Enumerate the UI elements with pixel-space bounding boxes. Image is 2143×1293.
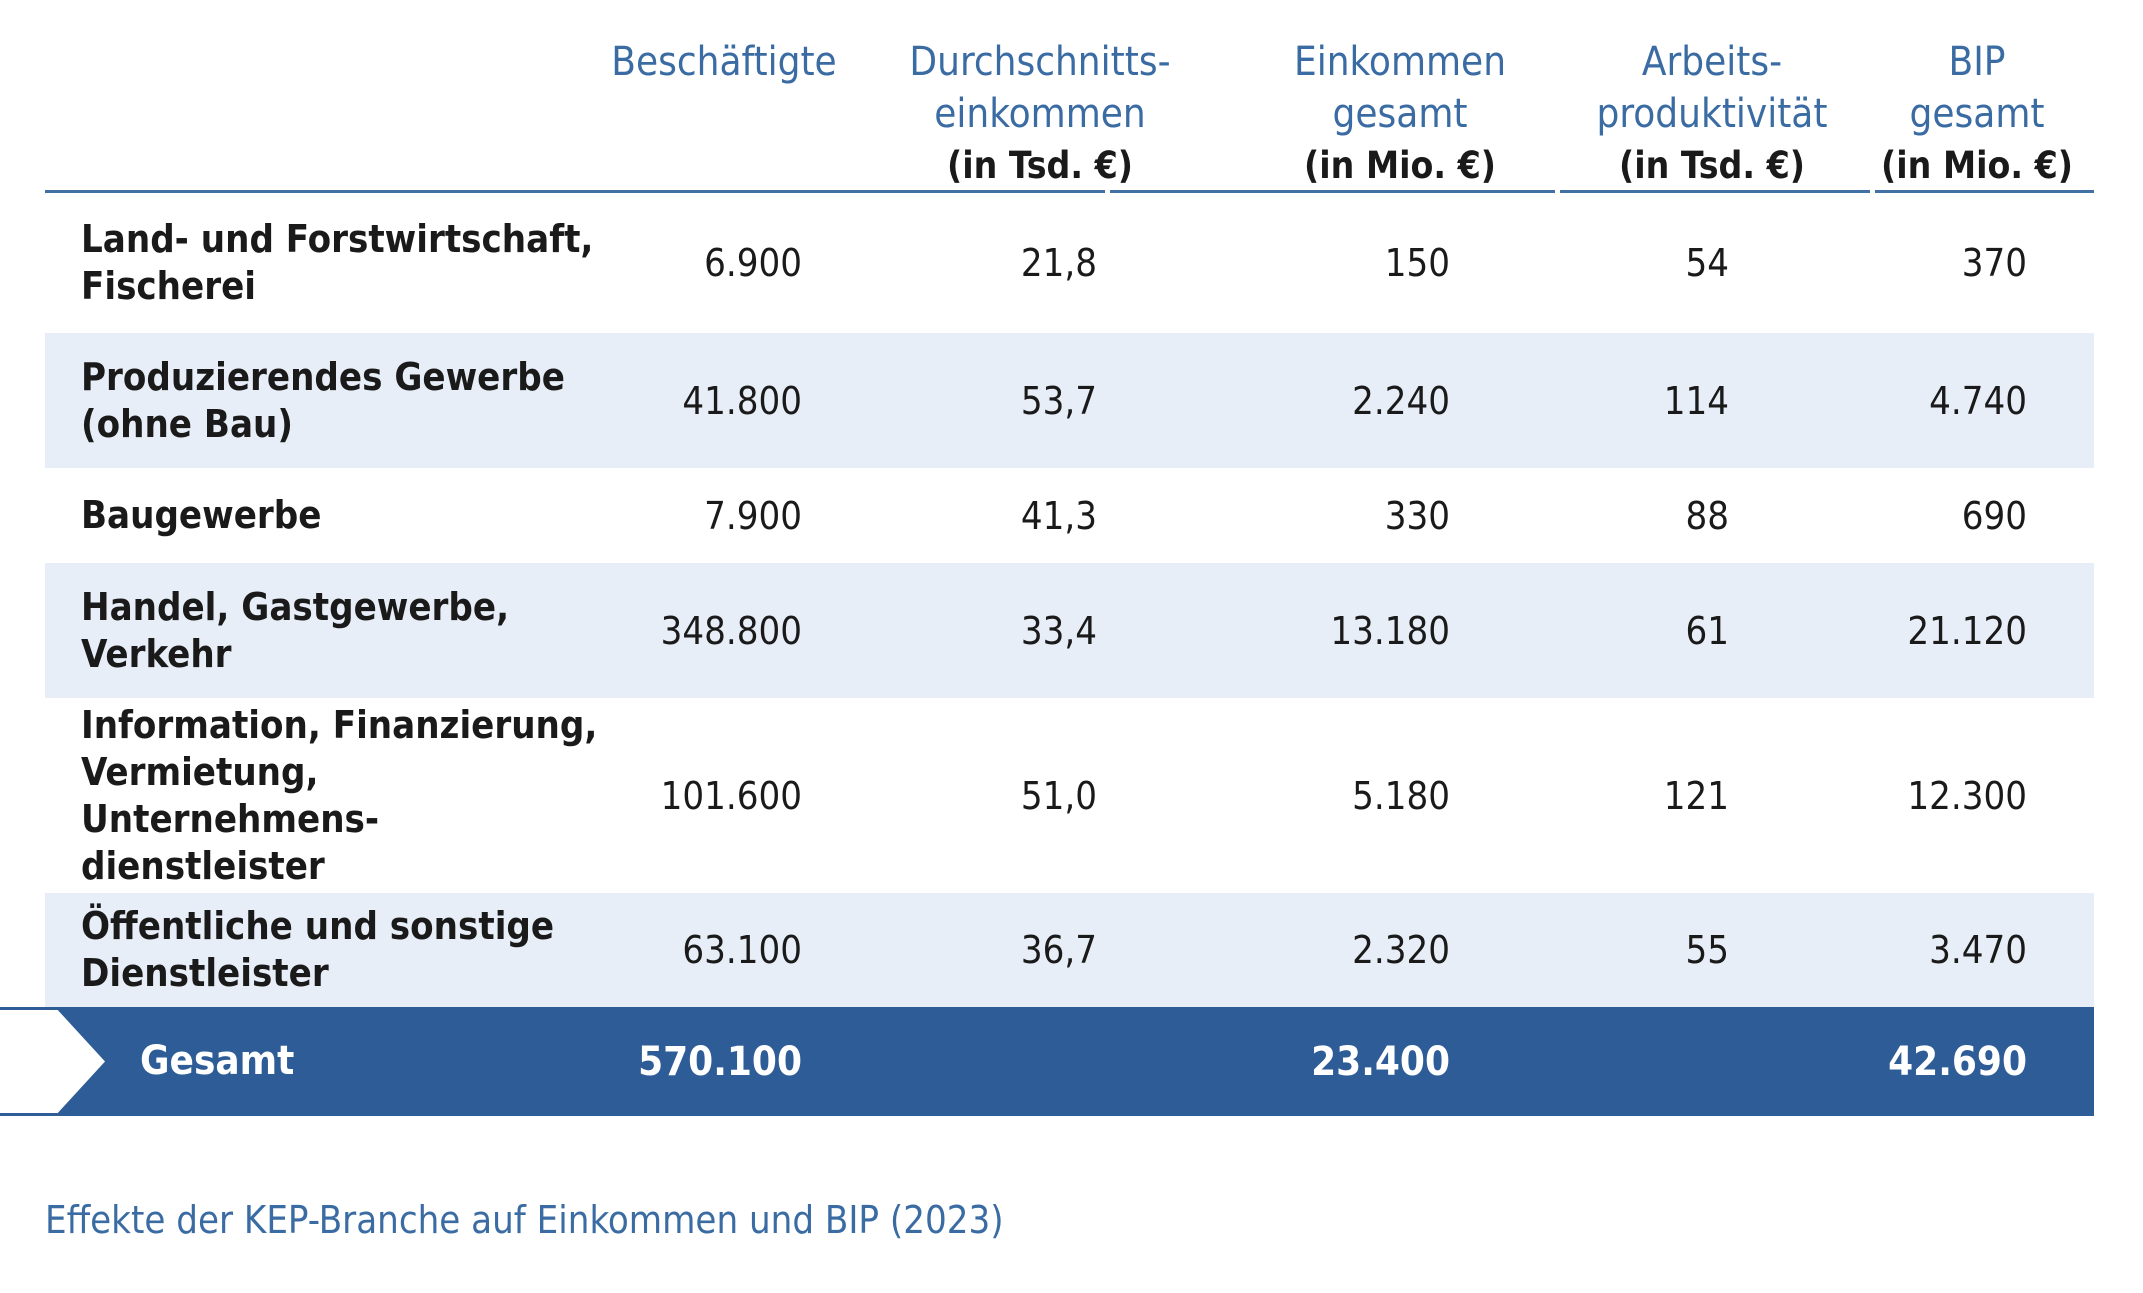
value-arbeitsproduktivitaet: 114 xyxy=(1663,378,1729,423)
value-arbeitsproduktivitaet: 121 xyxy=(1663,773,1729,818)
column-unit-label: (in Tsd. €) xyxy=(1619,144,1805,187)
value-arbeitsproduktivitaet: 55 xyxy=(1685,928,1730,972)
value-arbeitsproduktivitaet: 61 xyxy=(1685,608,1730,653)
value-bip-gesamt: 3.470 xyxy=(1929,928,2027,972)
sector-label-line: dienstleister xyxy=(81,843,325,888)
sector-label-line: Land- und Forstwirtschaft, xyxy=(81,217,594,261)
column-header-sector-empty xyxy=(45,38,610,190)
value-beschaeftigte: 63.100 xyxy=(682,928,802,972)
header-rule xyxy=(45,190,2094,193)
column-header-label: Einkommen xyxy=(1293,39,1507,85)
sector-label: Handel, Gastgewerbe, Verkehr xyxy=(45,584,610,678)
total-beschaeftigte: 570.100 xyxy=(638,1038,802,1085)
header-rule-gap xyxy=(1555,190,1560,193)
sector-label-line: Produzierendes Gewerbe xyxy=(81,354,565,399)
table-row: Information, Finanzierung, Vermietung, U… xyxy=(45,698,2094,893)
value-einkommen-gesamt: 13.180 xyxy=(1330,608,1450,653)
value-durchschnittseinkommen: 21,8 xyxy=(1020,241,1097,285)
value-einkommen-gesamt: 150 xyxy=(1384,241,1450,285)
header-rule-gap xyxy=(1105,190,1110,193)
value-bip-gesamt: 21.120 xyxy=(1907,608,2027,653)
value-durchschnittseinkommen: 36,7 xyxy=(1020,928,1097,972)
column-header-einkommen-gesamt: Einkommen gesamt (in Mio. €) xyxy=(1160,38,1510,190)
value-arbeitsproduktivitaet: 54 xyxy=(1685,241,1730,285)
column-unit-label: (in Mio. €) xyxy=(1881,144,2073,187)
sector-label-line: Handel, Gastgewerbe, xyxy=(81,584,510,629)
value-durchschnittseinkommen: 51,0 xyxy=(1020,773,1097,818)
arrow-notch xyxy=(0,1010,105,1113)
column-header-label: gesamt xyxy=(1332,91,1468,137)
value-bip-gesamt: 370 xyxy=(1961,241,2027,285)
column-header-label: Beschäftigte xyxy=(611,39,837,85)
column-header-arbeitsproduktivitaet: Arbeits- produktivität (in Tsd. €) xyxy=(1510,38,1828,190)
column-header-label: gesamt xyxy=(1909,91,2045,137)
sector-label-line: Baugewerbe xyxy=(81,493,322,537)
table-row: Land- und Forstwirtschaft, Fischerei 6.9… xyxy=(45,193,2094,333)
value-einkommen-gesamt: 5.180 xyxy=(1352,773,1450,818)
column-header-bip-gesamt: BIP gesamt (in Mio. €) xyxy=(1790,38,2094,190)
sector-label: Produzierendes Gewerbe (ohne Bau) xyxy=(45,354,610,448)
value-einkommen-gesamt: 2.320 xyxy=(1352,928,1450,972)
table-row: Baugewerbe 7.900 41,3 330 88 690 xyxy=(45,468,2094,563)
table-row: Produzierendes Gewerbe (ohne Bau) 41.800… xyxy=(45,333,2094,468)
total-bip-gesamt: 42.690 xyxy=(1888,1038,2027,1085)
total-row: Gesamt 570.100 23.400 42.690 xyxy=(0,1007,2094,1116)
column-header-label: BIP xyxy=(1948,39,2006,85)
table-row: Handel, Gastgewerbe, Verkehr 348.800 33,… xyxy=(45,563,2094,698)
column-unit-label: (in Tsd. €) xyxy=(947,144,1133,187)
value-durchschnittseinkommen: 33,4 xyxy=(1020,608,1097,653)
column-header-label: Durchschnitts- xyxy=(909,39,1171,85)
value-arbeitsproduktivitaet: 88 xyxy=(1685,493,1730,538)
sector-label-line: Information, Finanzierung, xyxy=(81,702,598,747)
value-beschaeftigte: 6.900 xyxy=(704,241,802,285)
table-row: Öffentliche und sonstige Dienstleister 6… xyxy=(45,893,2094,1007)
sector-label: Land- und Forstwirtschaft, Fischerei xyxy=(45,216,610,310)
value-bip-gesamt: 690 xyxy=(1961,493,2027,538)
column-header-label: produktivität xyxy=(1596,91,1828,137)
sector-label: Information, Finanzierung, Vermietung, U… xyxy=(45,702,610,890)
table-header-row: Beschäftigte Durchschnitts- einkommen (i… xyxy=(45,38,2094,190)
total-label: Gesamt xyxy=(140,1038,295,1084)
column-header-beschaeftigte: Beschäftigte xyxy=(610,38,860,190)
header-rule-gap xyxy=(1870,190,1875,193)
value-bip-gesamt: 12.300 xyxy=(1907,773,2027,818)
value-einkommen-gesamt: 2.240 xyxy=(1352,378,1450,423)
value-beschaeftigte: 41.800 xyxy=(682,378,802,423)
sector-label: Öffentliche und sonstige Dienstleister xyxy=(45,903,610,997)
value-bip-gesamt: 4.740 xyxy=(1929,378,2027,423)
sector-label-line: Verkehr xyxy=(81,631,232,676)
sector-label-line: Öffentliche und sonstige xyxy=(81,904,555,948)
sector-label-line: Dienstleister xyxy=(81,951,329,995)
value-durchschnittseinkommen: 53,7 xyxy=(1020,378,1097,423)
sector-label-line: Vermietung, Unternehmens- xyxy=(81,749,380,841)
total-einkommen-gesamt: 23.400 xyxy=(1311,1038,1450,1085)
column-header-label: einkommen xyxy=(934,91,1146,137)
sector-effects-table: Beschäftigte Durchschnitts- einkommen (i… xyxy=(0,38,2094,1116)
sector-label-line: Fischerei xyxy=(81,264,256,308)
column-header-durchschnittseinkommen: Durchschnitts- einkommen (in Tsd. €) xyxy=(860,38,1170,190)
value-beschaeftigte: 348.800 xyxy=(660,608,802,653)
value-beschaeftigte: 7.900 xyxy=(704,493,802,538)
value-einkommen-gesamt: 330 xyxy=(1384,493,1450,538)
figure-caption: Effekte der KEP-Branche auf Einkommen un… xyxy=(45,1198,1004,1242)
sector-label-line: (ohne Bau) xyxy=(81,401,293,446)
value-beschaeftigte: 101.600 xyxy=(660,773,802,818)
sector-label: Baugewerbe xyxy=(45,492,610,539)
column-header-label: Arbeits- xyxy=(1641,39,1783,85)
column-unit-label: (in Mio. €) xyxy=(1304,144,1496,187)
value-durchschnittseinkommen: 41,3 xyxy=(1020,493,1097,538)
